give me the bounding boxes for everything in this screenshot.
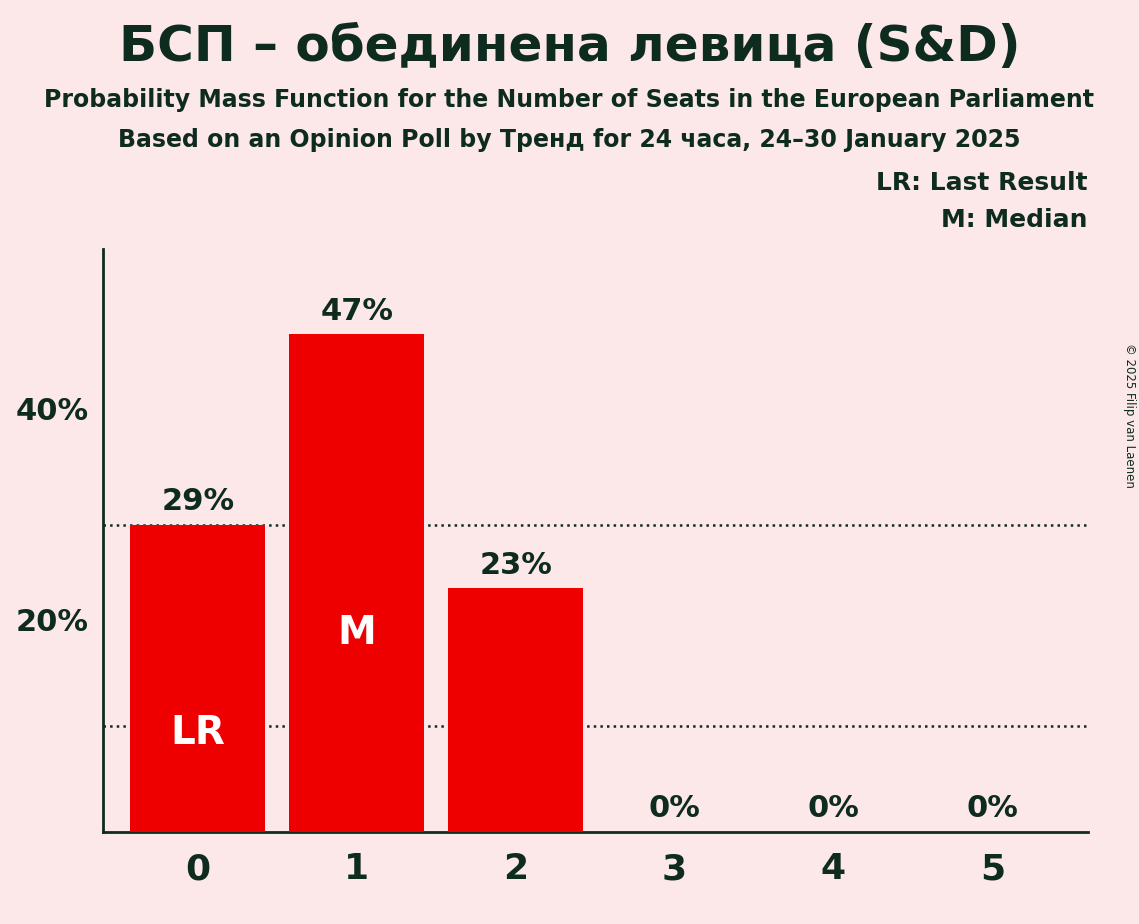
Text: 23%: 23% [480,551,552,579]
Text: 0%: 0% [648,794,700,823]
Text: Probability Mass Function for the Number of Seats in the European Parliament: Probability Mass Function for the Number… [44,88,1095,112]
Bar [448,589,583,832]
Text: M: Median: M: Median [941,208,1088,232]
Text: Based on an Opinion Poll by Тренд for 24 часа, 24–30 January 2025: Based on an Opinion Poll by Тренд for 24… [118,128,1021,152]
Text: БСП – обединена левица (S&D): БСП – обединена левица (S&D) [118,23,1021,71]
Bar [130,525,265,832]
Text: 0%: 0% [967,794,1018,823]
Text: M: M [337,614,376,651]
Bar [289,334,425,832]
Text: © 2025 Filip van Laenen: © 2025 Filip van Laenen [1123,344,1137,488]
Text: 29%: 29% [162,487,235,517]
Text: LR: LR [171,714,226,752]
Text: LR: Last Result: LR: Last Result [876,171,1088,195]
Text: 47%: 47% [320,297,393,325]
Text: 0%: 0% [808,794,860,823]
